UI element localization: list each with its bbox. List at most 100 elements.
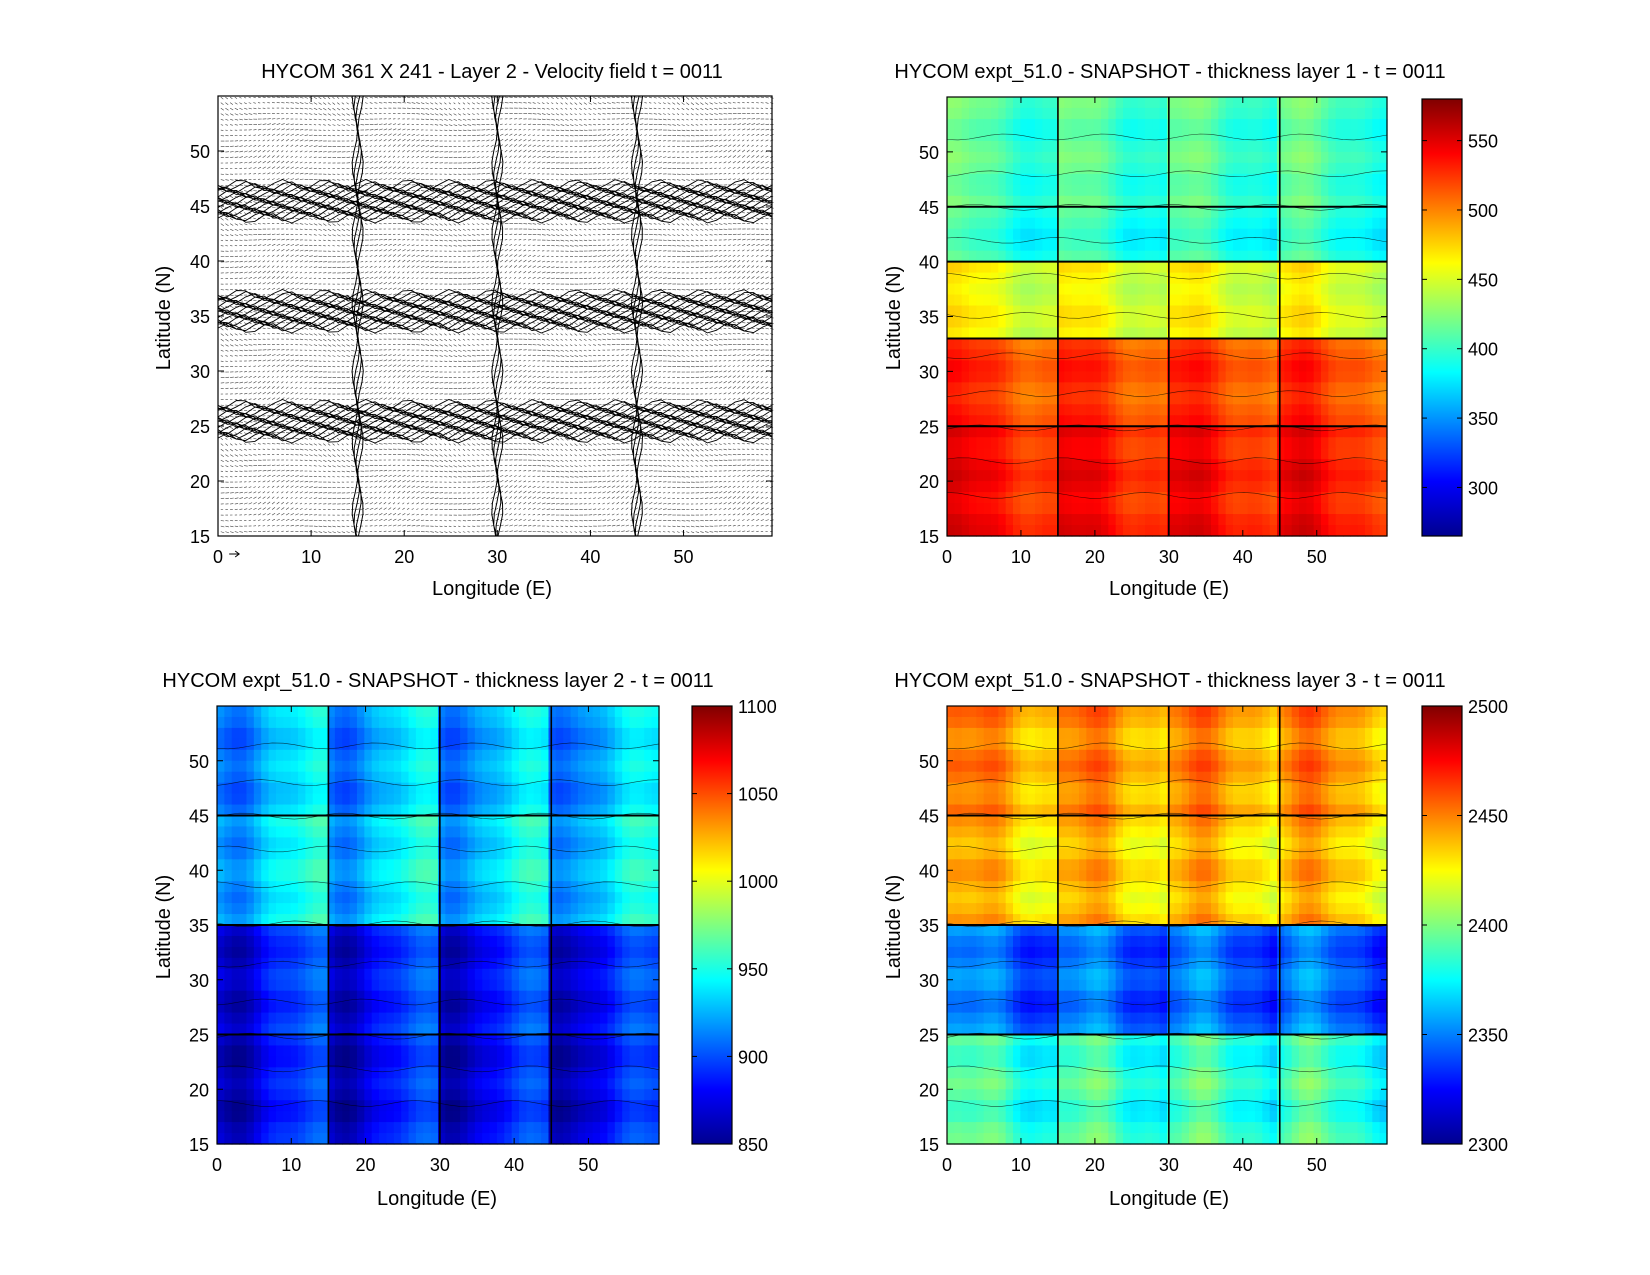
thickness1-cell <box>1013 448 1021 460</box>
thickness2-cell <box>607 870 616 882</box>
thickness1-cell <box>1042 140 1051 153</box>
thickness2-cell <box>364 859 373 871</box>
thickness2-cell <box>614 881 623 893</box>
thickness2-cell <box>430 716 439 729</box>
thickness1-cell <box>1335 140 1344 153</box>
thickness2-cell <box>393 914 402 926</box>
thickness1-cell <box>1167 525 1175 537</box>
thickness1-cell <box>1365 261 1373 274</box>
thickness1-cell <box>1005 283 1014 296</box>
thickness1-cell <box>1357 129 1366 142</box>
thickness1-cell <box>1057 305 1065 318</box>
thickness1-cell <box>1064 514 1073 526</box>
thickness1-cell <box>961 492 970 504</box>
thickness2-cell <box>275 1078 284 1090</box>
thickness1-cell <box>969 415 977 427</box>
thickness1-cell <box>1123 404 1131 416</box>
thickness1-cell <box>1159 437 1168 449</box>
thickness1-cell <box>1101 459 1109 471</box>
thickness1-cell <box>1123 415 1131 427</box>
thickness1-cell <box>1159 217 1168 230</box>
thickness1-cell <box>1152 228 1161 241</box>
thickness1-cell <box>1299 415 1307 427</box>
thickness1-cell <box>1277 195 1285 208</box>
thickness1-y-tick-label: 25 <box>919 417 939 437</box>
thickness1-cell <box>1218 173 1227 186</box>
thickness1-cell <box>1079 97 1087 109</box>
thickness1-cell <box>1020 525 1029 537</box>
thickness2-cell <box>224 1034 233 1047</box>
thickness2-cell <box>246 716 255 729</box>
thickness1-cell <box>1350 272 1359 285</box>
thickness1-cell <box>1262 338 1271 351</box>
thickness1-cell <box>1174 382 1183 394</box>
thickness1-cell <box>1247 382 1256 394</box>
thickness1-cell <box>1255 426 1263 438</box>
thickness2-cell <box>644 1122 653 1134</box>
thickness1-cell <box>1071 338 1080 351</box>
thickness1-cell <box>1115 316 1124 329</box>
thickness1-cell <box>961 327 970 340</box>
thickness2-cell <box>253 990 262 1003</box>
thickness2-cell <box>327 1100 336 1112</box>
thickness1-cell <box>1035 151 1043 164</box>
thickness1-cell <box>1343 492 1351 504</box>
thickness1-cell <box>1013 470 1021 482</box>
thickness2-cell <box>415 1012 424 1025</box>
thickness1-cell <box>1013 107 1021 120</box>
thickness1-cell <box>1137 239 1146 252</box>
velocity-x-axis-label: Longitude (E) <box>432 578 552 600</box>
thickness1-cell <box>1035 514 1043 526</box>
thickness1-cell <box>1350 448 1359 460</box>
thickness1-cell <box>1013 283 1021 296</box>
thickness2-cell <box>644 804 653 817</box>
thickness1-cell <box>1313 162 1322 175</box>
thickness1-cell <box>969 206 977 219</box>
thickness2-cell <box>423 979 432 992</box>
thickness2-cell <box>438 1078 446 1090</box>
thickness1-cell <box>1005 118 1014 131</box>
thickness1-cell <box>983 448 992 460</box>
thickness2-cell <box>607 716 616 729</box>
thickness1-cell <box>1277 217 1285 230</box>
thickness2-cell <box>283 1056 292 1068</box>
thickness1-cell <box>1343 239 1351 252</box>
thickness1-cell <box>1130 393 1139 405</box>
thickness2-cell <box>504 859 513 871</box>
thickness1-cell <box>1328 426 1337 438</box>
thickness2-cell <box>629 1012 638 1025</box>
thickness2-cell <box>246 968 255 981</box>
thickness2-cell <box>636 1078 645 1090</box>
thickness2-cell <box>570 826 579 838</box>
thickness2-cell <box>401 727 410 740</box>
thickness1-colorbar-tick-label: 300 <box>1468 478 1498 498</box>
thickness2-cell <box>496 1100 505 1112</box>
thickness1-cell <box>1262 250 1271 263</box>
thickness2-cell <box>585 946 594 959</box>
thickness1-cell <box>1013 371 1021 383</box>
thickness1-cell <box>1203 382 1212 394</box>
thickness2-cell <box>386 957 395 970</box>
thickness2-cell <box>592 760 601 773</box>
thickness1-cell <box>1049 338 1058 351</box>
thickness2-cell <box>504 1122 513 1134</box>
thickness2-cell <box>577 957 586 970</box>
thickness2-cell <box>548 1001 557 1014</box>
thickness1-cell <box>1108 426 1117 438</box>
thickness2-cell <box>555 1012 564 1025</box>
thickness2-cell <box>371 1111 380 1123</box>
thickness2-cell <box>290 1012 299 1025</box>
thickness1-cell <box>1379 239 1388 252</box>
thickness1-cell <box>1013 349 1021 361</box>
thickness2-cell <box>423 1067 432 1079</box>
thickness1-cell <box>1181 162 1190 175</box>
thickness1-cell <box>1240 195 1249 208</box>
thickness2-cell <box>548 914 557 926</box>
thickness1-cell <box>1291 415 1300 427</box>
thickness1-cell <box>1372 151 1381 164</box>
thickness1-cell <box>1262 283 1271 296</box>
thickness2-cell <box>482 1067 491 1079</box>
thickness2-cell <box>253 793 262 806</box>
thickness1-cell <box>1262 151 1271 164</box>
thickness2-cell <box>607 837 616 849</box>
